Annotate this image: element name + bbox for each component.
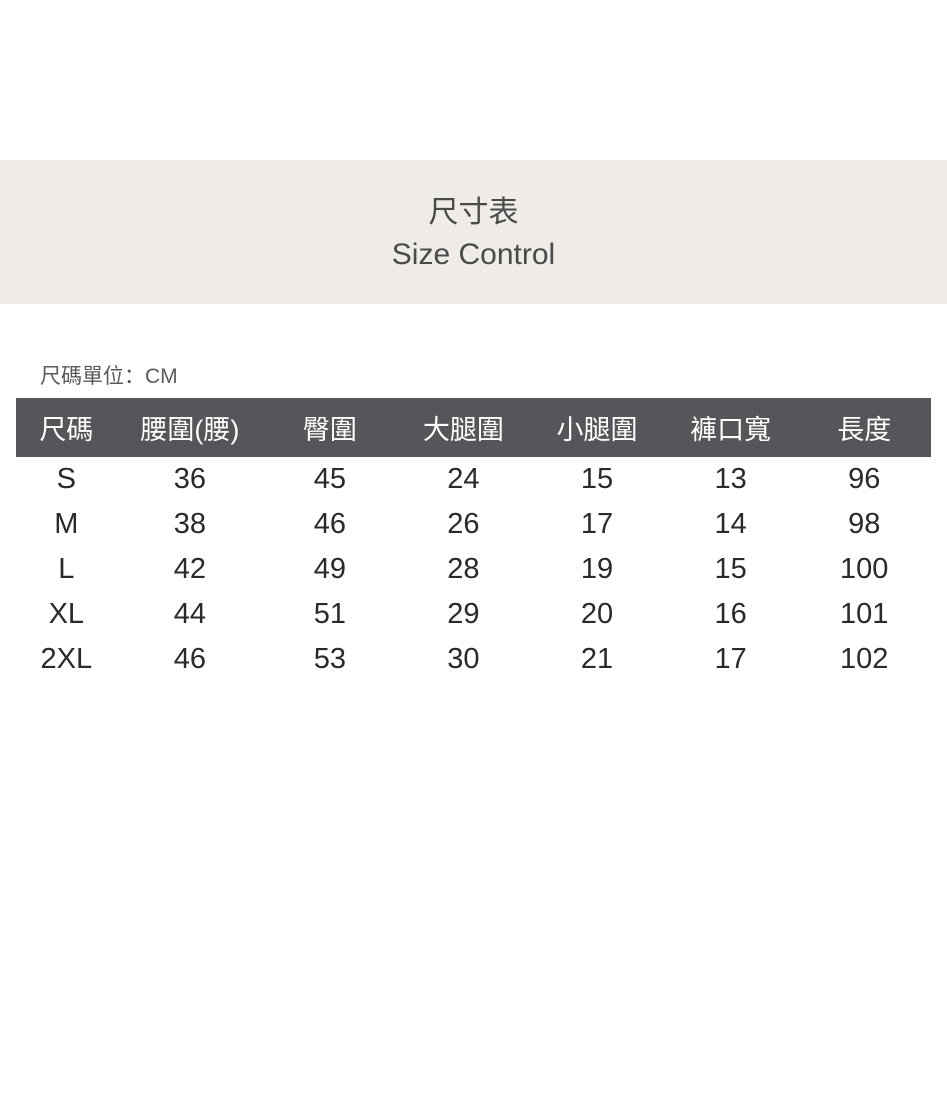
table-row: XL 44 51 29 20 16 101 [16,592,931,637]
cell: 49 [263,547,397,592]
cell: 26 [397,502,531,547]
size-table: 尺碼 腰圍(腰) 臀圍 大腿圍 小腿圍 褲口寬 長度 S 36 45 24 15… [16,398,931,682]
cell: 51 [263,592,397,637]
cell: 21 [530,637,664,682]
cell: 46 [117,637,263,682]
title-zh: 尺寸表 [0,192,947,234]
cell: 15 [530,457,664,502]
col-waist: 腰圍(腰) [117,398,263,457]
col-cuff: 褲口寬 [664,398,798,457]
table-body: S 36 45 24 15 13 96 M 38 46 26 17 14 98 … [16,457,931,682]
cell: 44 [117,592,263,637]
cell: 15 [664,547,798,592]
cell: 17 [664,637,798,682]
cell: 14 [664,502,798,547]
cell: 17 [530,502,664,547]
cell: M [16,502,117,547]
cell: 36 [117,457,263,502]
cell: 16 [664,592,798,637]
table-header-row: 尺碼 腰圍(腰) 臀圍 大腿圍 小腿圍 褲口寬 長度 [16,398,931,457]
cell: 19 [530,547,664,592]
col-size: 尺碼 [16,398,117,457]
cell: 42 [117,547,263,592]
cell: 102 [797,637,931,682]
col-calf: 小腿圍 [530,398,664,457]
cell: 101 [797,592,931,637]
table-row: 2XL 46 53 30 21 17 102 [16,637,931,682]
col-length: 長度 [797,398,931,457]
title-band: 尺寸表 Size Control [0,160,947,304]
title-en: Size Control [0,234,947,276]
cell: S [16,457,117,502]
cell: L [16,547,117,592]
cell: 24 [397,457,531,502]
col-hip: 臀圍 [263,398,397,457]
cell: 100 [797,547,931,592]
col-thigh: 大腿圍 [397,398,531,457]
cell: 28 [397,547,531,592]
table-row: M 38 46 26 17 14 98 [16,502,931,547]
cell: 98 [797,502,931,547]
cell: 20 [530,592,664,637]
table-row: L 42 49 28 19 15 100 [16,547,931,592]
cell: 45 [263,457,397,502]
cell: 29 [397,592,531,637]
cell: 38 [117,502,263,547]
table-row: S 36 45 24 15 13 96 [16,457,931,502]
cell: 53 [263,637,397,682]
cell: 96 [797,457,931,502]
cell: 30 [397,637,531,682]
cell: XL [16,592,117,637]
cell: 2XL [16,637,117,682]
cell: 46 [263,502,397,547]
cell: 13 [664,457,798,502]
unit-label: 尺碼單位：CM [40,360,947,390]
